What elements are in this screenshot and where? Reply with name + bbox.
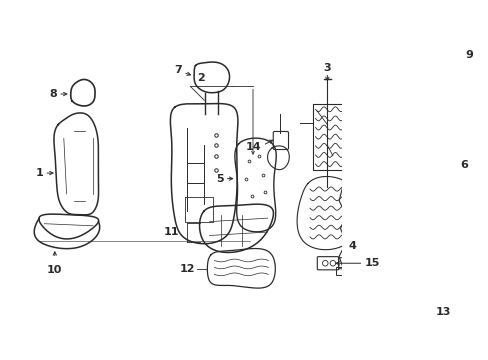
Text: 15: 15 xyxy=(364,258,379,268)
Text: 9: 9 xyxy=(464,50,472,60)
Text: 13: 13 xyxy=(435,307,450,317)
Text: 10: 10 xyxy=(47,265,62,275)
Text: 11: 11 xyxy=(164,227,179,237)
Text: 3: 3 xyxy=(323,63,330,73)
Text: 4: 4 xyxy=(347,241,355,251)
Text: 12: 12 xyxy=(180,264,195,274)
Text: 8: 8 xyxy=(49,89,57,99)
Text: 1: 1 xyxy=(35,168,43,178)
Text: 6: 6 xyxy=(460,160,468,170)
Text: 2: 2 xyxy=(197,73,204,83)
Text: 7: 7 xyxy=(174,66,182,76)
Text: 5: 5 xyxy=(215,174,223,184)
Bar xyxy=(335,267,349,275)
Text: 14: 14 xyxy=(245,142,261,152)
